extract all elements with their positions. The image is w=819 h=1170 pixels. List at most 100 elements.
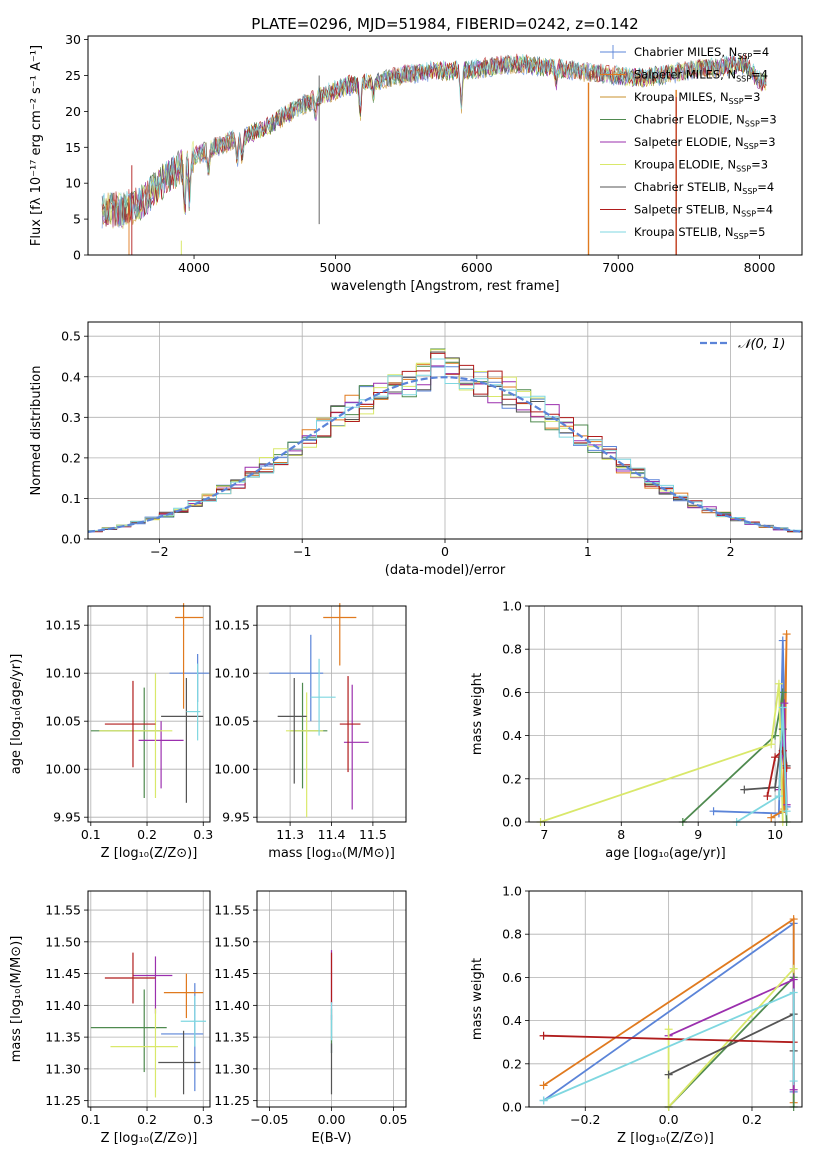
tick-label-x: 0.2 (137, 827, 157, 842)
tick-label-y: 25 (65, 68, 81, 83)
tick-label-x: 0.2 (742, 1112, 762, 1127)
weight-marker (763, 792, 772, 801)
axis-label-y: age [log₁₀(age/yr)] (9, 654, 24, 775)
weight-marker (664, 1070, 673, 1079)
panel-age-vs-mass: 11.3 11.4 11.5 9.95 10.00 10.05 10.10 10.15 mass… (214, 603, 407, 861)
tick-label-y: 0.5 (61, 329, 81, 344)
weight-marker (539, 1031, 548, 1040)
tick-label-x: 2 (727, 544, 735, 559)
spectrum-line-8 (101, 53, 767, 226)
tick-label-y: 10.00 (45, 762, 81, 777)
tick-label-y: 10.05 (214, 714, 250, 729)
tick-label-y: 0 (73, 248, 81, 263)
weight-marker (539, 1096, 548, 1105)
tick-label-y: 10.10 (214, 666, 250, 681)
weight-marker (709, 807, 718, 816)
axes-frame (87, 321, 803, 540)
tick-label-y: 0.4 (61, 369, 81, 384)
axis-label-x: (data-model)/error (385, 563, 506, 578)
tick-label-x: 0 (441, 544, 449, 559)
weight-marker (789, 988, 798, 997)
tick-label-y: 0.8 (502, 642, 522, 657)
axis-label-y: mass weight (470, 673, 485, 755)
tick-label-y: 1.0 (502, 884, 522, 899)
axes-frame (87, 890, 211, 1108)
weight-marker (782, 630, 791, 639)
tick-label-x: 0.2 (137, 1112, 157, 1127)
tick-label-x: 0.1 (81, 1112, 101, 1127)
axes-frame (87, 605, 211, 823)
panel-weight-vs-Z: −0.2 0.0 0.2 0.0 0.2 0.4 0.6 0.8 1.0 Z [log₁₀(Z/Z… (470, 884, 803, 1146)
tick-label-y: 10.15 (45, 618, 81, 633)
tick-label-x: 0.05 (380, 1112, 408, 1127)
weight-marker (740, 785, 749, 794)
legend-label-1: Salpeter MILES, NSSP=4 (634, 68, 768, 84)
tick-label-y: 9.95 (222, 810, 250, 825)
tick-label-x: −1 (293, 544, 311, 559)
axis-label-x: wavelength [Angstrom, rest frame] (331, 279, 560, 294)
tick-label-y: 15 (65, 140, 81, 155)
tick-label-x: 4000 (178, 260, 210, 275)
tick-label-y: 0.0 (61, 532, 81, 547)
panel-age-vs-Z: 0.1 0.2 0.3 9.95 10.00 10.05 10.10 10.15 Z [log₁… (9, 603, 213, 861)
tick-label-y: 0.4 (502, 1013, 522, 1028)
weight-marker (771, 753, 780, 762)
normal-reference-curve (87, 376, 803, 533)
tick-label-y: 11.50 (214, 934, 250, 949)
weight-marker (539, 1081, 548, 1090)
tick-label-x: 0.0 (659, 1112, 679, 1127)
tick-label-y: 11.55 (214, 903, 250, 918)
weight-line-8 (736, 707, 788, 823)
axis-label-x: mass [log₁₀(M/M⊙)] (268, 846, 395, 861)
tick-label-y: 11.35 (214, 1030, 250, 1045)
weight-marker (778, 703, 787, 712)
axis-label-y: Normed distribution (29, 366, 44, 496)
tick-label-y: 1.0 (502, 599, 522, 614)
tick-label-x: 11.4 (318, 827, 346, 842)
legend-label-0: Chabrier MILES, NSSP=4 (634, 45, 769, 61)
tick-label-x: −0.05 (250, 1112, 288, 1127)
tick-label-y: 0.0 (502, 815, 522, 830)
tick-label-y: 11.30 (214, 1061, 250, 1076)
tick-label-y: 11.40 (45, 998, 81, 1013)
tick-label-y: 0.2 (502, 771, 522, 786)
histogram-step-8 (88, 358, 802, 532)
axes-frame (528, 890, 803, 1108)
axis-label-x: E(B-V) (311, 1131, 351, 1146)
tick-label-y: 0.4 (502, 728, 522, 743)
tick-label-x: 11.5 (359, 827, 387, 842)
tick-label-x: 0.3 (193, 1112, 213, 1127)
tick-label-x: 10 (767, 827, 783, 842)
tick-label-y: 11.35 (45, 1030, 81, 1045)
weight-marker (789, 1085, 798, 1094)
axes-frame (256, 605, 407, 823)
axis-label-x: Z [log₁₀(Z/Z⊙)] (101, 846, 198, 861)
legend-label-5: Kroupa ELODIE, NSSP=3 (634, 158, 768, 174)
tick-label-y: 20 (65, 104, 81, 119)
tick-label-y: 0.6 (502, 970, 522, 985)
tick-label-y: 0.2 (502, 1056, 522, 1071)
tick-label-x: 7 (540, 827, 548, 842)
tick-label-x: 8 (617, 827, 625, 842)
tick-label-y: 11.50 (45, 934, 81, 949)
weight-marker (767, 740, 776, 749)
legend-label-3: Chabrier ELODIE, NSSP=3 (634, 113, 777, 129)
weight-marker (778, 688, 787, 697)
axes-frame (528, 605, 803, 823)
axis-label-x: age [log₁₀(age/yr)] (605, 846, 726, 861)
tick-label-x: 11.3 (276, 827, 304, 842)
legend-label-8: Kroupa STELIB, NSSP=5 (634, 225, 765, 241)
weight-marker (767, 813, 776, 822)
panel-weight-vs-age: 7 8 9 10 0.0 0.2 0.4 0.6 0.8 1.0 age [log₁₀(age/yr… (470, 599, 803, 861)
panel-residuals: −2 −1 0 1 2 0.0 0.1 0.2 0.3 0.4 0.5 (data-model)/er… (29, 321, 803, 578)
tick-label-y: 0.6 (502, 685, 522, 700)
weight-marker (789, 964, 798, 973)
tick-label-y: 11.25 (45, 1093, 81, 1108)
tick-label-y: 11.40 (214, 998, 250, 1013)
weight-marker (774, 792, 783, 801)
tick-label-x: −0.2 (570, 1112, 600, 1127)
tick-label-y: 9.95 (53, 810, 81, 825)
tick-label-y: 0.3 (61, 410, 81, 425)
tick-label-y: 0.1 (61, 491, 81, 506)
